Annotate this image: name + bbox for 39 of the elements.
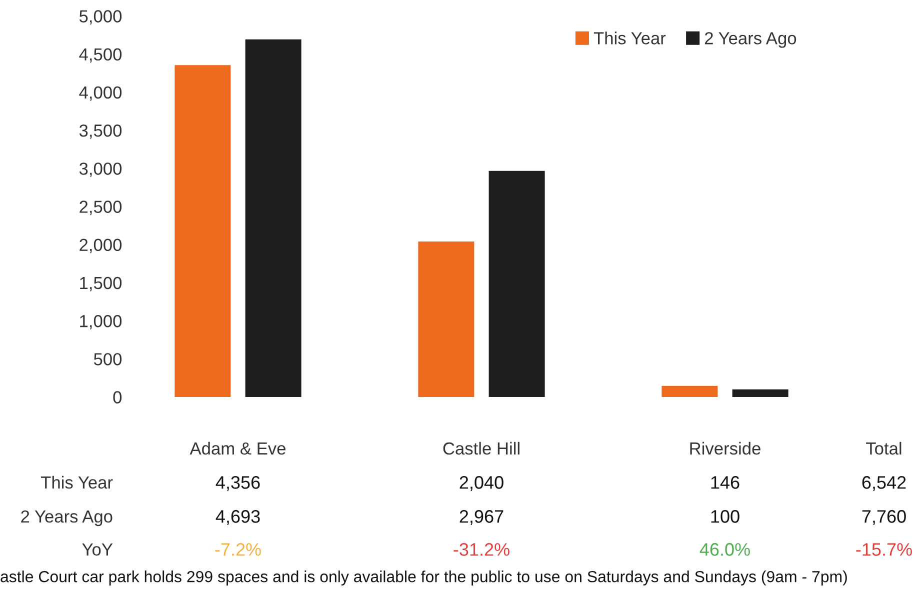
x-tick-label: Riverside [690, 442, 760, 455]
x-tick-label: Adam & Eve [190, 442, 286, 455]
text: -15.7% [856, 543, 912, 556]
text: 2 Years Ago [21, 510, 112, 526]
text: -31.2% [454, 543, 510, 556]
bar [245, 39, 302, 397]
legend-label: This Year [594, 32, 666, 44]
text: 6,542 [862, 476, 906, 491]
text: -7.2% [215, 543, 261, 556]
y-tick-label: 4,000 [79, 86, 122, 101]
y-tick-label: 500 [94, 353, 122, 366]
legend-label: 2 Years Ago [704, 32, 796, 48]
y-tick-label: 3,500 [79, 124, 122, 139]
data-label: 4,356 [216, 476, 260, 491]
text: Total [866, 442, 902, 455]
bar [732, 389, 788, 397]
text: astle Court car park holds 299 spaces and is only available for the public to use on Saturdays and Sundays (9am - 7pm) [0, 570, 847, 586]
y-tick-label: 2,500 [80, 200, 122, 216]
data-label: 4,693 [216, 510, 260, 525]
bar [174, 65, 231, 397]
y-tick-label: 2,000 [80, 238, 122, 254]
y-tick-label: 0 [113, 391, 122, 404]
y-tick-label: 1,500 [80, 276, 122, 292]
data-label: 2,040 [460, 476, 504, 491]
data-label: 100 [711, 510, 740, 523]
y-tick-label: 4,500 [79, 48, 122, 63]
bar [418, 242, 474, 397]
y-tick-label: 1,000 [80, 314, 122, 330]
y-tick-label: 5,000 [79, 10, 122, 25]
text: YoY [82, 544, 113, 556]
data-label: 2,967 [460, 510, 504, 525]
y-tick-label: 3,000 [79, 162, 122, 177]
bar [488, 170, 545, 397]
text: 46.0% [700, 543, 750, 556]
data-label: 146 [711, 476, 740, 489]
text: 7,760 [862, 510, 906, 525]
bar [662, 386, 718, 397]
text: This Year [40, 476, 113, 489]
x-tick-label: Castle Hill [443, 442, 520, 455]
